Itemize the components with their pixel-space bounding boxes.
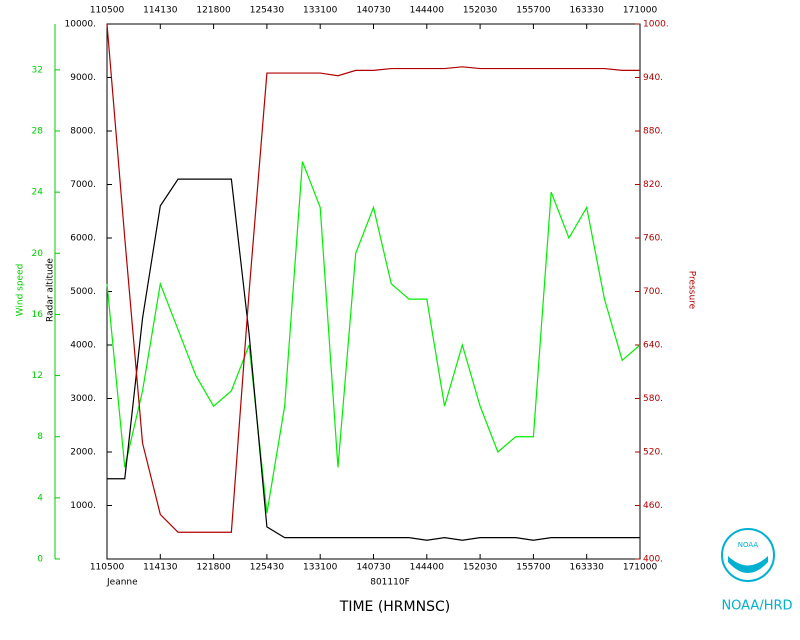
- pres-tick-label: 940.: [643, 73, 663, 83]
- x-tick-label-top: 125430: [250, 6, 285, 16]
- pres-tick-label: 640.: [643, 341, 663, 351]
- pres-tick-label: 460.: [643, 501, 663, 511]
- alt-tick-label: 4000.: [70, 341, 96, 351]
- x-tick-label-top: 140730: [356, 6, 391, 16]
- wind-tick-label: 28: [32, 127, 44, 137]
- x-tick-label: 121800: [196, 563, 231, 573]
- pres-axis-title: Pressure: [687, 271, 697, 310]
- alt-tick-label: 3000.: [70, 394, 96, 404]
- alt-tick-label: 9000.: [70, 73, 96, 83]
- logo-text: NOAA: [738, 541, 759, 549]
- alt-axis-title: Radar altitude: [46, 258, 56, 322]
- pres-tick-label: 880.: [643, 127, 663, 137]
- x-tick-label-top: 121800: [196, 6, 231, 16]
- pres-tick-label: 1000.: [643, 20, 669, 30]
- x-tick-label-top: 110500: [90, 6, 125, 16]
- alt-tick-label: 7000.: [70, 180, 96, 190]
- x-tick-label: 171000: [623, 563, 658, 573]
- alt-tick-label: 1000.: [70, 501, 96, 511]
- pres-tick-label: 520.: [643, 448, 663, 458]
- x-tick-label-top: 133100: [303, 6, 338, 16]
- x-tick-label: 140730: [356, 563, 391, 573]
- alt-tick-label: 6000.: [70, 234, 96, 244]
- series-line: [106, 161, 641, 514]
- pres-tick-label: 820.: [643, 180, 663, 190]
- flight-id: 801110F: [370, 578, 410, 588]
- x-tick-label-top: 155700: [516, 6, 551, 16]
- pres-tick-label: 700.: [643, 287, 663, 297]
- x-tick-label: 155700: [516, 563, 551, 573]
- alt-tick-label: 2000.: [70, 448, 96, 458]
- credit: NOAA/HRD: [721, 599, 792, 614]
- x-tick-label: 110500: [90, 563, 125, 573]
- x-tick-label-top: 114130: [143, 6, 178, 16]
- alt-tick-label: 8000.: [70, 127, 96, 137]
- x-tick-label: 163330: [570, 563, 605, 573]
- x-tick-label: 152030: [463, 563, 498, 573]
- x-tick-label: 114130: [143, 563, 178, 573]
- x-tick-label: 133100: [303, 563, 338, 573]
- wind-tick-label: 24: [32, 188, 44, 198]
- wind-tick-label: 8: [37, 432, 43, 442]
- x-tick-label: 144400: [410, 563, 445, 573]
- wind-tick-label: 0: [37, 555, 43, 565]
- wind-axis-title: Wind speed: [16, 264, 26, 317]
- x-tick-label-top: 163330: [570, 6, 605, 16]
- x-axis-title: TIME (HRMNSC): [339, 599, 450, 615]
- pres-tick-label: 760.: [643, 234, 663, 244]
- series-line: [107, 178, 640, 541]
- storm-name: Jeanne: [106, 578, 138, 588]
- wind-tick-label: 12: [32, 371, 43, 381]
- wind-tick-label: 20: [32, 249, 44, 259]
- pres-tick-label: 400.: [643, 555, 663, 565]
- alt-tick-label: 10000.: [65, 20, 97, 30]
- wind-tick-label: 16: [32, 310, 44, 320]
- pres-tick-label: 580.: [643, 394, 663, 404]
- x-tick-label-top: 171000: [623, 6, 658, 16]
- wind-tick-label: 4: [37, 493, 43, 503]
- series-line: [106, 23, 640, 533]
- x-tick-label-top: 144400: [410, 6, 445, 16]
- alt-tick-label: 5000.: [70, 287, 96, 297]
- plot-frame: [106, 23, 641, 560]
- noaa-logo: NOAA: [721, 528, 775, 582]
- x-tick-label-top: 152030: [463, 6, 498, 16]
- x-tick-label: 125430: [250, 563, 285, 573]
- wind-tick-label: 32: [32, 65, 43, 75]
